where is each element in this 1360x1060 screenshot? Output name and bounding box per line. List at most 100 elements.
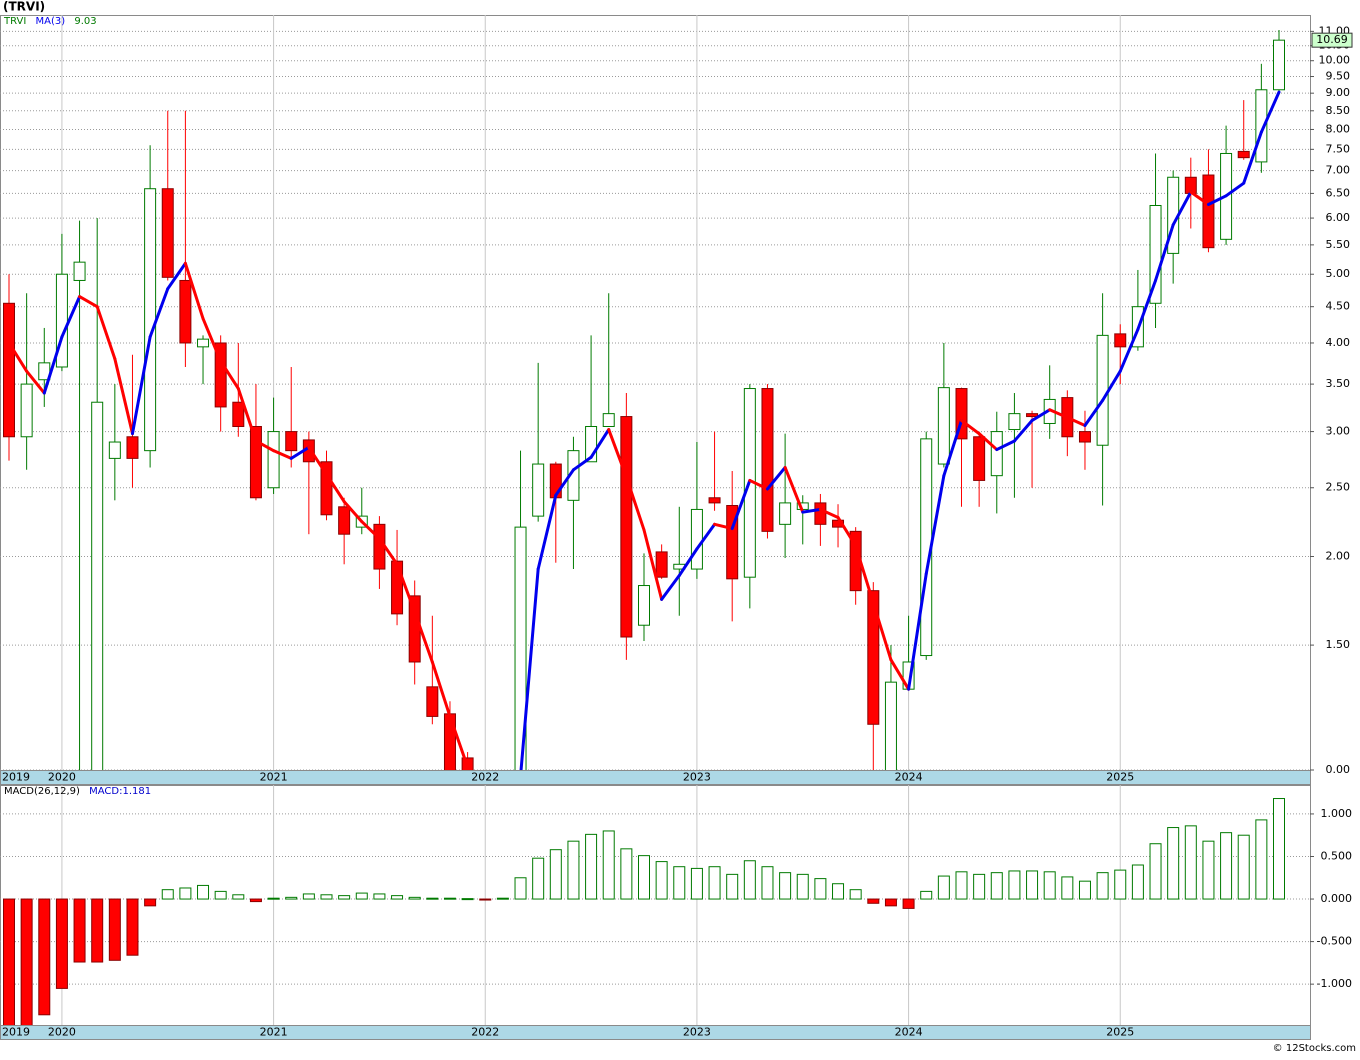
candle-body: [232, 401, 245, 427]
x-tick-label: 2020: [48, 771, 76, 784]
macd-bar: [197, 884, 210, 900]
ma-segment: [1242, 130, 1263, 185]
macd-bar: [1061, 876, 1074, 900]
x-tick-label: 2025: [1106, 1026, 1134, 1039]
candle-body: [779, 502, 792, 525]
candle-body: [1273, 39, 1285, 91]
price-plot: [0, 15, 1310, 770]
ma-segment: [342, 500, 364, 524]
ma-segment: [377, 537, 399, 566]
ma-segment: [1048, 408, 1069, 420]
y-tick-label: 4.50: [1326, 300, 1351, 313]
macd-bar: [673, 866, 686, 900]
candle-body: [585, 425, 598, 463]
candle-body: [426, 686, 439, 717]
macd-name: MACD(26,12,9): [4, 786, 80, 797]
candle-body: [655, 551, 668, 578]
ma-segment: [42, 335, 64, 395]
candle-body: [161, 188, 174, 278]
ma-segment: [554, 468, 575, 497]
ma-segment: [977, 432, 999, 452]
macd-bar: [1237, 834, 1250, 900]
macd-bar: [849, 889, 862, 900]
ma-segment: [1206, 194, 1228, 207]
macd-value: 1.181: [123, 786, 152, 797]
ma-segment: [854, 544, 875, 605]
x-tick-label: 2019: [2, 771, 30, 784]
ma-segment: [254, 439, 276, 453]
macd-bar: [708, 866, 721, 900]
ma-segment: [836, 515, 858, 548]
macd-bar: [1149, 843, 1162, 900]
candle-body: [267, 431, 280, 489]
ma-segment: [201, 317, 223, 363]
y-tick-label: 3.50: [1326, 377, 1351, 390]
date-strip: [0, 770, 1311, 785]
macd-bar: [408, 896, 421, 900]
macd-bar: [743, 860, 756, 900]
ma-segment: [1118, 327, 1140, 373]
candle-body: [761, 388, 774, 532]
macd-bar: [990, 872, 1003, 900]
ma-segment: [413, 610, 434, 664]
ma-segment: [642, 528, 664, 601]
ma-segment: [1189, 190, 1210, 207]
x-tick-label: 2023: [683, 771, 711, 784]
macd-bar: [232, 894, 245, 900]
macd-bar: [161, 889, 174, 900]
ma-segment: [219, 359, 240, 391]
macd-bar: [779, 872, 792, 900]
macd-bar: [902, 898, 915, 909]
macd-bar: [1026, 870, 1039, 900]
macd-bar: [1114, 869, 1127, 900]
x-tick-label: 2025: [1106, 771, 1134, 784]
macd-bar: [20, 898, 33, 1025]
ma-segment: [695, 522, 717, 551]
x-tick-label: 2021: [260, 771, 288, 784]
ma-segment: [960, 418, 981, 436]
ma-segment: [148, 287, 170, 339]
macd-bar: [73, 898, 86, 963]
macd-bar: [126, 898, 139, 956]
y-tick-label: 0.500: [1321, 849, 1353, 862]
macd-bar: [620, 848, 633, 900]
ma-segment: [1012, 418, 1034, 443]
candle-body: [726, 505, 739, 580]
candle-body: [285, 431, 298, 452]
legend: TRVI MA(3) 9.03: [3, 16, 97, 27]
y-tick-label: 0.000: [1321, 892, 1353, 905]
ma-segment: [730, 478, 752, 531]
macd-bar: [338, 895, 351, 900]
candle-body: [73, 261, 86, 281]
ma-segment: [1030, 408, 1052, 422]
x-tick-label: 2024: [895, 771, 923, 784]
candle-body: [320, 461, 333, 516]
y-tick-label: 7.50: [1326, 142, 1351, 155]
candle-body: [1202, 174, 1215, 249]
ma-segment: [7, 341, 29, 373]
macd-bar: [320, 894, 333, 900]
y-tick-label: 1.000: [1321, 807, 1353, 820]
macd-bar: [91, 898, 104, 963]
macd-legend: MACD(26,12,9) MACD:1.181: [4, 786, 151, 797]
macd-plot: [0, 785, 1310, 1025]
footer: © 12Stocks.com: [1273, 1043, 1356, 1054]
legend-ma: MA(3): [36, 16, 66, 27]
macd-bar: [585, 833, 598, 900]
ma-segment: [360, 520, 381, 541]
macd-bar: [55, 898, 68, 989]
macd-panel: [0, 785, 1311, 1026]
macd-bar: [355, 892, 368, 900]
macd-bar: [479, 898, 492, 901]
macd-bar: [1167, 827, 1180, 900]
candle-body: [20, 383, 33, 438]
macd-bar: [267, 897, 280, 900]
date-strip: [0, 1025, 1311, 1040]
candle-body: [126, 436, 139, 459]
ma-segment: [607, 428, 628, 479]
ma-segment: [748, 478, 769, 491]
candle-body: [955, 388, 968, 440]
macd-bar: [38, 898, 51, 1016]
last-price-box: [1311, 32, 1353, 48]
